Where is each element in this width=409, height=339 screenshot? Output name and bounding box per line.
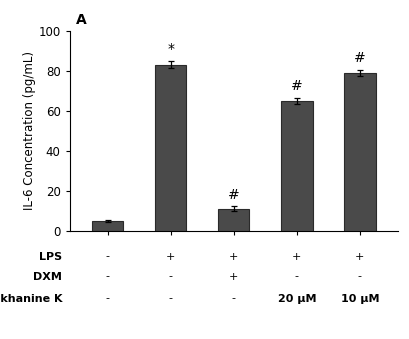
Text: melokhanine K: melokhanine K [0, 294, 62, 303]
Text: #: # [353, 51, 365, 64]
Text: 20 μM: 20 μM [277, 294, 315, 303]
Bar [155, 64, 186, 231]
Text: -: - [105, 252, 109, 261]
Bar [92, 221, 123, 231]
Text: -: - [357, 272, 361, 281]
Text: +: + [291, 252, 301, 261]
Text: *: * [167, 42, 174, 56]
Text: LPS: LPS [39, 252, 62, 261]
Text: #: # [290, 79, 302, 93]
Text: +: + [229, 252, 238, 261]
Text: -: - [105, 272, 109, 281]
Text: 10 μM: 10 μM [340, 294, 378, 303]
Text: +: + [229, 272, 238, 281]
Text: -: - [105, 294, 109, 303]
Text: DXM: DXM [33, 272, 62, 281]
Text: -: - [168, 272, 172, 281]
Bar [343, 73, 375, 231]
Text: +: + [354, 252, 364, 261]
Bar [280, 100, 312, 231]
Bar [218, 208, 249, 231]
Text: -: - [231, 294, 235, 303]
Text: -: - [168, 294, 172, 303]
Text: +: + [166, 252, 175, 261]
Text: A: A [76, 13, 87, 26]
Text: -: - [294, 272, 298, 281]
Y-axis label: IL-6 Concentration (pg/mL): IL-6 Concentration (pg/mL) [22, 51, 36, 210]
Text: #: # [227, 188, 239, 202]
